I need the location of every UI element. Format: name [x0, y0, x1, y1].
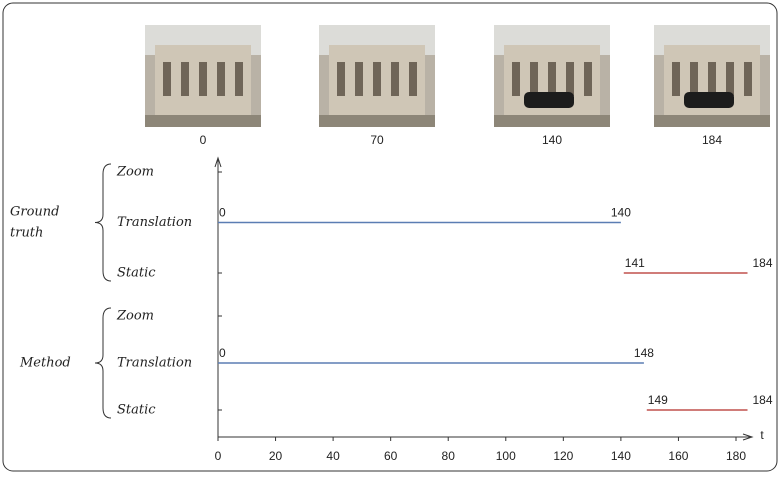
thumbnail — [319, 25, 435, 127]
thumbnail — [494, 25, 610, 127]
car — [684, 92, 734, 108]
x-tick-label: 100 — [496, 449, 516, 463]
window — [512, 62, 520, 96]
group-label: truth — [10, 226, 43, 241]
window — [181, 62, 189, 96]
ground — [319, 115, 435, 127]
window — [391, 62, 399, 96]
x-tick-label: 0 — [215, 449, 222, 463]
window — [409, 62, 417, 96]
window — [548, 62, 556, 96]
row-label: Zoom — [116, 165, 154, 180]
window — [355, 62, 363, 96]
x-tick-label: 180 — [726, 449, 746, 463]
thumbnail — [145, 25, 261, 127]
frame-label: 0 — [200, 133, 207, 147]
ground — [494, 115, 610, 127]
page: 070140184t020406080100120140160180ZoomTr… — [0, 0, 781, 480]
segment-end-label: 148 — [634, 346, 654, 360]
row-label: Static — [117, 266, 156, 281]
ground — [654, 115, 770, 127]
group-label: Method — [19, 356, 71, 371]
x-tick-label: 120 — [553, 449, 573, 463]
window — [672, 62, 680, 96]
car — [524, 92, 574, 108]
segment-end-label: 140 — [611, 206, 631, 220]
x-tick-label: 160 — [668, 449, 688, 463]
ground — [145, 115, 261, 127]
segment-start-label: 0 — [219, 346, 226, 360]
frame-label: 184 — [702, 133, 722, 147]
window — [373, 62, 381, 96]
figure: 070140184t020406080100120140160180ZoomTr… — [0, 0, 781, 475]
window — [217, 62, 225, 96]
window — [726, 62, 734, 96]
frame-label: 140 — [542, 133, 562, 147]
window — [199, 62, 207, 96]
x-tick-label: 140 — [611, 449, 631, 463]
segment-start-label: 149 — [648, 393, 668, 407]
window — [235, 62, 243, 96]
window — [163, 62, 171, 96]
window — [337, 62, 345, 96]
window — [708, 62, 716, 96]
row-label: Translation — [117, 356, 192, 371]
x-tick-label: 20 — [269, 449, 283, 463]
thumbnail — [654, 25, 770, 127]
frame-label: 70 — [370, 133, 384, 147]
x-tick-label: 60 — [384, 449, 398, 463]
window — [530, 62, 538, 96]
segment-end-label: 184 — [753, 393, 773, 407]
row-label: Translation — [117, 215, 192, 230]
segment-start-label: 0 — [219, 206, 226, 220]
row-label: Static — [117, 403, 156, 418]
segment-start-label: 141 — [625, 256, 645, 270]
window — [584, 62, 592, 96]
x-tick-label: 80 — [442, 449, 456, 463]
x-tick-label: 40 — [326, 449, 340, 463]
segment-end-label: 184 — [753, 256, 773, 270]
window — [690, 62, 698, 96]
row-label: Zoom — [116, 309, 154, 324]
window — [744, 62, 752, 96]
group-label: Ground — [10, 205, 60, 220]
window — [566, 62, 574, 96]
